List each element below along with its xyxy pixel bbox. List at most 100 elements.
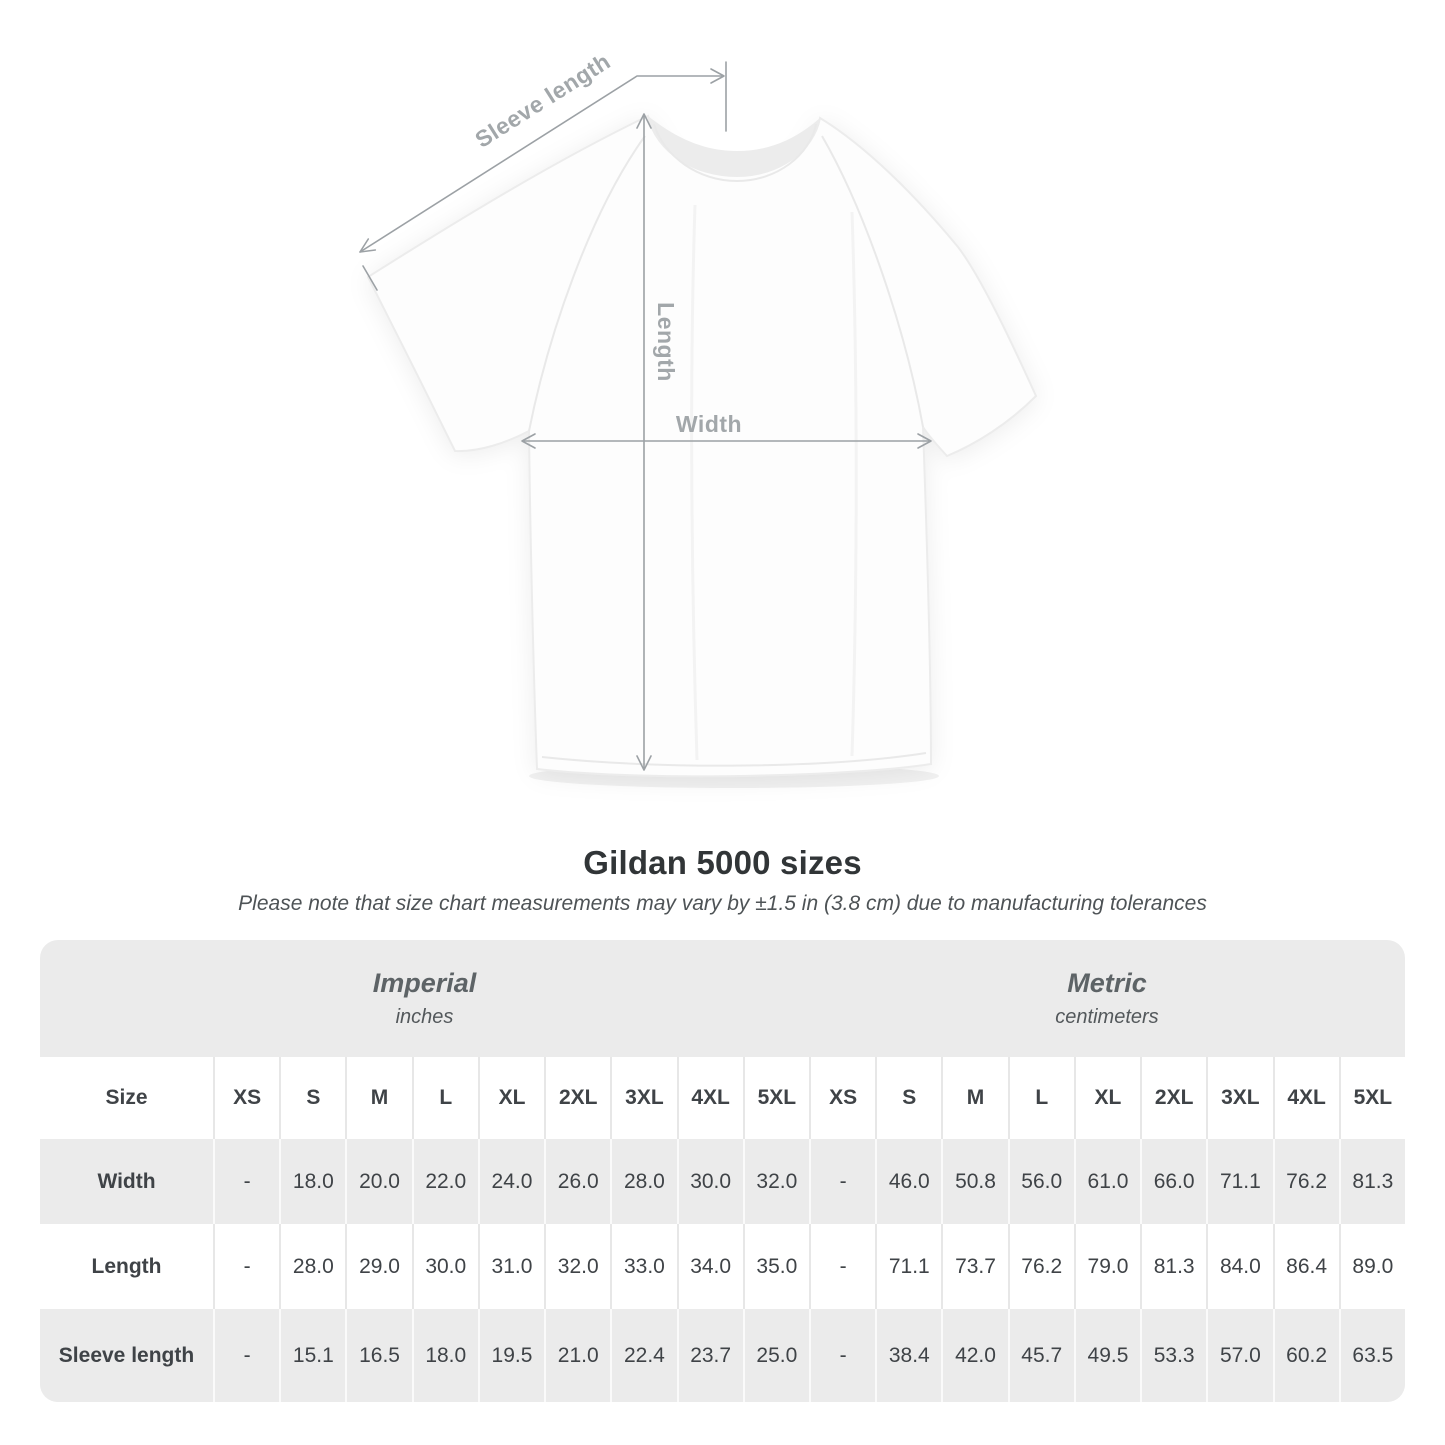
value-cell-metric: 56.0 xyxy=(1007,1139,1074,1224)
value-cell-imperial: - xyxy=(213,1224,280,1309)
unit-group-imperial: Imperial inches xyxy=(40,940,809,1057)
value-cell-metric: 86.4 xyxy=(1272,1224,1339,1309)
value-cell-metric: 81.3 xyxy=(1140,1224,1207,1309)
value-cell-metric: 89.0 xyxy=(1338,1224,1405,1309)
measurement-row: Width -18.0 20.0 22.0 24.0 26.0 28.0 30.0 32.0-4… xyxy=(40,1139,1405,1224)
row-header-size: Size xyxy=(40,1057,213,1139)
row-label: Length xyxy=(40,1224,213,1309)
size-table: Imperial inches Metric centimeters Size XS S M L… xyxy=(40,940,1405,1402)
value-cell-metric: 63.5 xyxy=(1338,1309,1405,1402)
value-cell-metric: - xyxy=(808,1139,876,1224)
size-header-metric-2xl: 2XL xyxy=(1140,1057,1207,1139)
value-cell-metric: 38.4 xyxy=(875,1309,942,1402)
value-cell-metric: 42.0 xyxy=(941,1309,1008,1402)
unit-group-metric: Metric centimeters xyxy=(809,940,1405,1057)
value-cell-metric: 81.3 xyxy=(1338,1139,1405,1224)
value-cell-imperial: 29.0 xyxy=(345,1224,412,1309)
size-header-imperial-3xl: 3XL xyxy=(610,1057,677,1139)
value-cell-metric: 71.1 xyxy=(875,1224,942,1309)
unit-header-row: Imperial inches Metric centimeters xyxy=(40,940,1405,1057)
size-header-imperial-2xl: 2XL xyxy=(544,1057,611,1139)
value-cell-imperial: 32.0 xyxy=(544,1224,611,1309)
size-header-imperial-l: L xyxy=(411,1057,478,1139)
size-header-imperial-xl: XL xyxy=(477,1057,545,1139)
tshirt-diagram-svg: Sleeve length Length Width xyxy=(359,48,1038,788)
neck-opening xyxy=(648,116,820,176)
value-cell-metric: 66.0 xyxy=(1140,1139,1207,1224)
length-label: Length xyxy=(653,302,679,382)
value-cell-imperial: 16.5 xyxy=(345,1309,412,1402)
tshirt-illustration xyxy=(366,114,1038,788)
value-cell-imperial: 21.0 xyxy=(544,1309,611,1402)
value-cell-imperial: 28.0 xyxy=(610,1139,677,1224)
tshirt-body xyxy=(366,114,1038,778)
tshirt-diagram: Sleeve length Length Width xyxy=(359,48,1038,788)
row-label: Sleeve length xyxy=(40,1309,213,1402)
size-header-metric-5xl: 5XL xyxy=(1338,1057,1405,1139)
width-label: Width xyxy=(676,411,742,437)
tolerance-note: Please note that size chart measurements… xyxy=(238,892,1207,915)
value-cell-imperial: 32.0 xyxy=(742,1139,809,1224)
value-cell-imperial: 20.0 xyxy=(345,1139,412,1224)
unit-group-unit: inches xyxy=(395,1006,454,1028)
measurement-row: Length -28.0 29.0 30.0 31.0 32.0 33.0 34.0 35.0-… xyxy=(40,1224,1405,1309)
value-cell-imperial: 30.0 xyxy=(676,1139,743,1224)
size-header-metric-4xl: 4XL xyxy=(1272,1057,1339,1139)
value-cell-metric: - xyxy=(808,1309,876,1402)
value-cell-metric: 49.5 xyxy=(1073,1309,1141,1402)
unit-group-name: Metric xyxy=(1067,968,1147,998)
size-header-metric-3xl: 3XL xyxy=(1206,1057,1273,1139)
size-header-metric-xl: XL xyxy=(1073,1057,1141,1139)
fabric-fold-right xyxy=(850,211,858,757)
value-cell-imperial: 18.0 xyxy=(279,1139,346,1224)
value-cell-imperial: 23.7 xyxy=(676,1309,743,1402)
value-cell-imperial: 33.0 xyxy=(610,1224,677,1309)
value-cell-metric: 57.0 xyxy=(1206,1309,1273,1402)
value-cell-metric: 73.7 xyxy=(941,1224,1008,1309)
size-header-metric-l: L xyxy=(1007,1057,1074,1139)
hem-seam xyxy=(541,752,927,767)
value-cell-imperial: 22.4 xyxy=(610,1309,677,1402)
value-cell-imperial: 35.0 xyxy=(742,1224,809,1309)
value-cell-metric: 76.2 xyxy=(1272,1139,1339,1224)
value-cell-metric: 84.0 xyxy=(1206,1224,1273,1309)
sleeve-length-label: Sleeve length xyxy=(470,48,615,153)
size-header-imperial-m: M xyxy=(345,1057,412,1139)
value-cell-metric: 71.1 xyxy=(1206,1139,1273,1224)
measurement-row: Sleeve length -15.1 16.5 18.0 19.5 21.0 22.4 23… xyxy=(40,1309,1405,1402)
width-arrowhead-right xyxy=(917,433,932,449)
left-armhole-seam xyxy=(528,135,646,432)
value-cell-metric: 46.0 xyxy=(875,1139,942,1224)
value-cell-metric: - xyxy=(808,1224,876,1309)
size-header-imperial-5xl: 5XL xyxy=(742,1057,809,1139)
right-armhole-seam xyxy=(821,135,924,428)
size-header-row: Size XS S M L XL 2XL 3XL 4XL 5XL XS S M L XL 2XL 3XL 4XL 5… xyxy=(40,1057,1405,1139)
length-arrowhead-top xyxy=(636,113,652,129)
width-arrowhead-left xyxy=(521,433,536,449)
value-cell-metric: 76.2 xyxy=(1007,1224,1074,1309)
sleeve-length-arrowhead-left xyxy=(359,238,377,253)
size-header-imperial-s: S xyxy=(279,1057,346,1139)
size-header-metric-xs: XS xyxy=(808,1057,876,1139)
size-table-container: Imperial inches Metric centimeters Size XS S M L… xyxy=(40,940,1405,1402)
unit-group-name: Imperial xyxy=(372,968,477,998)
value-cell-imperial: 30.0 xyxy=(411,1224,478,1309)
size-header-metric-s: S xyxy=(875,1057,942,1139)
fabric-fold-left xyxy=(690,204,699,761)
size-header-imperial-4xl: 4XL xyxy=(676,1057,743,1139)
size-header-imperial-xs: XS xyxy=(213,1057,280,1139)
value-cell-imperial: 34.0 xyxy=(676,1224,743,1309)
length-arrowhead-bottom xyxy=(636,755,652,771)
value-cell-imperial: 31.0 xyxy=(477,1224,545,1309)
value-cell-imperial: 19.5 xyxy=(477,1309,545,1402)
size-header-metric-m: M xyxy=(941,1057,1008,1139)
value-cell-imperial: 28.0 xyxy=(279,1224,346,1309)
value-cell-imperial: - xyxy=(213,1139,280,1224)
value-cell-imperial: 26.0 xyxy=(544,1139,611,1224)
row-label: Width xyxy=(40,1139,213,1224)
sleeve-length-arrowhead-right xyxy=(710,68,725,84)
size-table-body: Imperial inches Metric centimeters Size XS S M L… xyxy=(40,940,1405,1402)
value-cell-imperial: 15.1 xyxy=(279,1309,346,1402)
value-cell-imperial: 24.0 xyxy=(477,1139,545,1224)
unit-group-unit: centimeters xyxy=(1055,1006,1159,1028)
